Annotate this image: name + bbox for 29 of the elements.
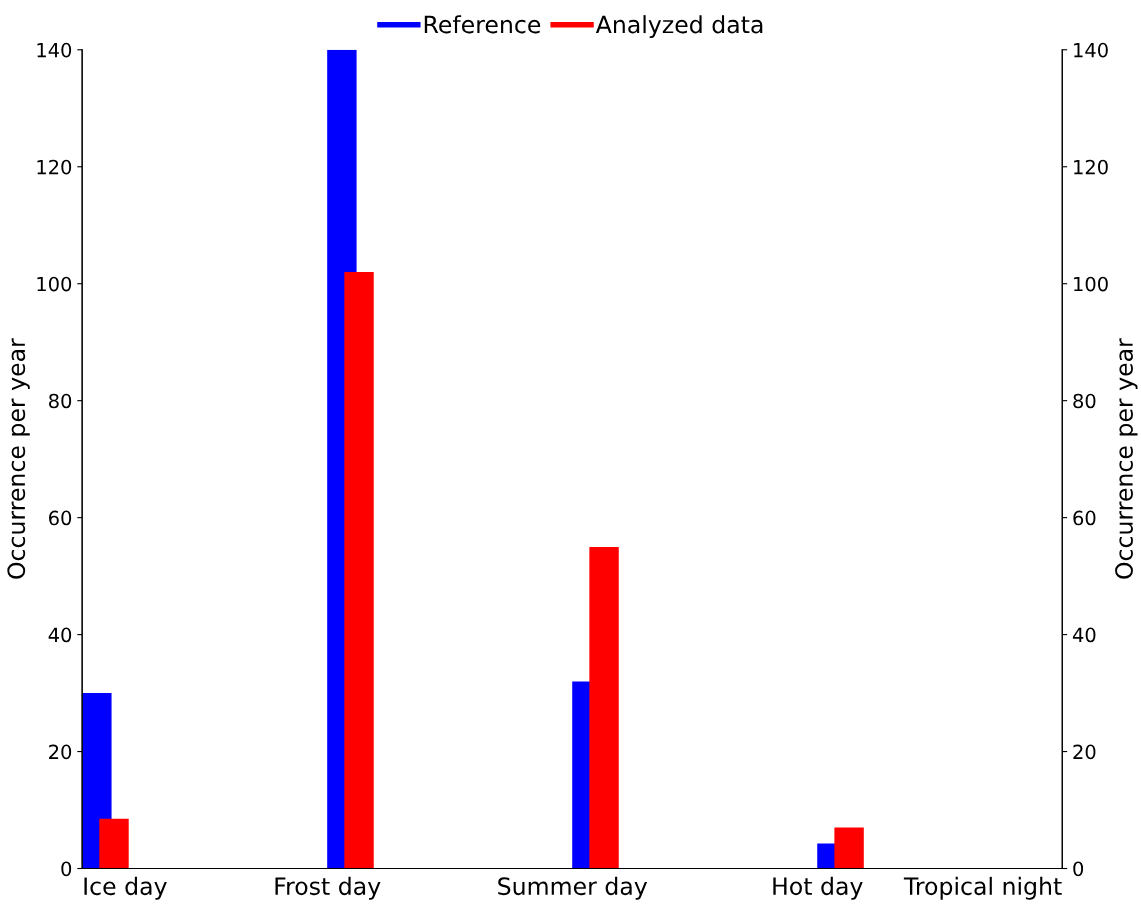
x-tick-label: Ice day: [84, 876, 167, 900]
bar: [344, 272, 374, 869]
y2-tick-label: 100: [1074, 276, 1108, 292]
x-tick-label: Frost day: [275, 876, 381, 900]
y2-tick-label: 80: [1073, 393, 1096, 409]
legend-label: Analyzed data: [595, 15, 763, 38]
y-tick-label: 40: [48, 627, 72, 643]
y2-axis-title: Occurrence per year: [1115, 338, 1138, 579]
y2-tick-label: 40: [1072, 627, 1096, 643]
y2-tick-label: 120: [1074, 159, 1108, 175]
y-tick-label: 100: [37, 276, 72, 292]
y-axis-title: Occurrence per year: [7, 338, 30, 579]
y2-tick-label: 140: [1074, 42, 1108, 58]
bar: [834, 827, 864, 869]
x-tick-label: Tropical night: [903, 876, 1062, 900]
y-tick-label: 20: [49, 744, 72, 760]
y2-tick-label: 60: [1073, 510, 1096, 526]
y2-tick-label: 0: [1073, 861, 1084, 877]
x-tick-label: Summer day: [498, 876, 648, 900]
x-tick-label: Hot day: [773, 876, 863, 900]
y-tick-label: 120: [37, 159, 72, 175]
y-tick-label: 140: [37, 42, 72, 58]
y-tick-label: 80: [49, 393, 72, 409]
legend-label: Reference: [424, 15, 541, 34]
bar: [99, 818, 129, 869]
bar: [589, 546, 619, 869]
y-tick-label: 0: [61, 861, 72, 877]
y-tick-label: 60: [49, 510, 72, 526]
y2-tick-label: 20: [1073, 744, 1096, 760]
